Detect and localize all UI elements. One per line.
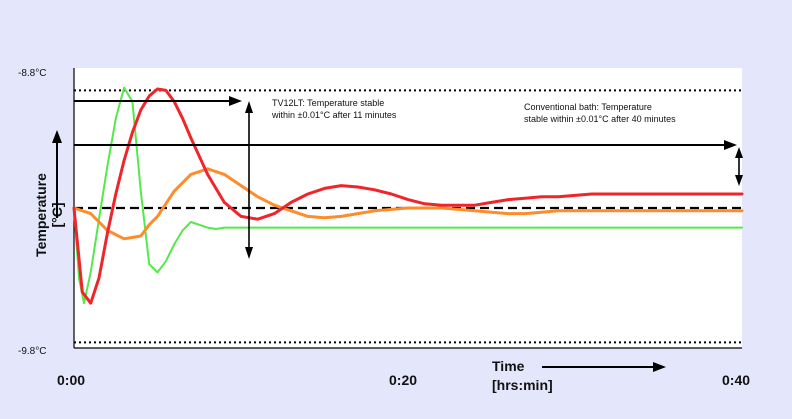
- y-label-arrow-head: [52, 130, 62, 143]
- tv12lt-annotation-line2: within ±0.01°C after 11 minutes: [271, 110, 397, 120]
- y-tick-bottom: -9.8°C: [18, 346, 46, 357]
- conventional-annotation-line2: stable within ±0.01°C after 40 minutes: [524, 114, 676, 124]
- x-axis-label-line1: Time: [492, 358, 525, 374]
- x-tick-start: 0:00: [57, 372, 85, 388]
- conventional-vertical-arrow-top: [735, 147, 743, 158]
- tv12lt-vertical-arrow-top: [245, 101, 253, 113]
- x-axis-label-line2: [hrs:min]: [492, 377, 553, 393]
- series-group: [72, 86, 744, 305]
- x-tick-mid: 0:20: [389, 372, 417, 388]
- tv12lt-vertical-arrow-bottom: [245, 247, 253, 259]
- conventional-vertical-arrow-bottom: [735, 175, 743, 186]
- y-tick-top: -8.8°C: [18, 68, 46, 79]
- y-axis-label-line1: Temperature: [33, 173, 49, 257]
- series-line-0: [73, 86, 743, 305]
- x-tick-end: 0:40: [722, 372, 750, 388]
- tv12lt-annotation-line1: TV12LT: Temperature stable: [272, 98, 384, 108]
- conventional-annotation-line1: Conventional bath: Temperature: [524, 102, 652, 112]
- tv12lt-horizontal-arrow-head: [229, 96, 242, 106]
- y-axis-label: Temperature [°C]: [33, 173, 65, 257]
- series-line-2: [72, 87, 744, 305]
- x-label-arrow-head: [653, 362, 666, 372]
- conventional-horizontal-arrow-head: [724, 140, 737, 150]
- series-line-1: [72, 167, 744, 241]
